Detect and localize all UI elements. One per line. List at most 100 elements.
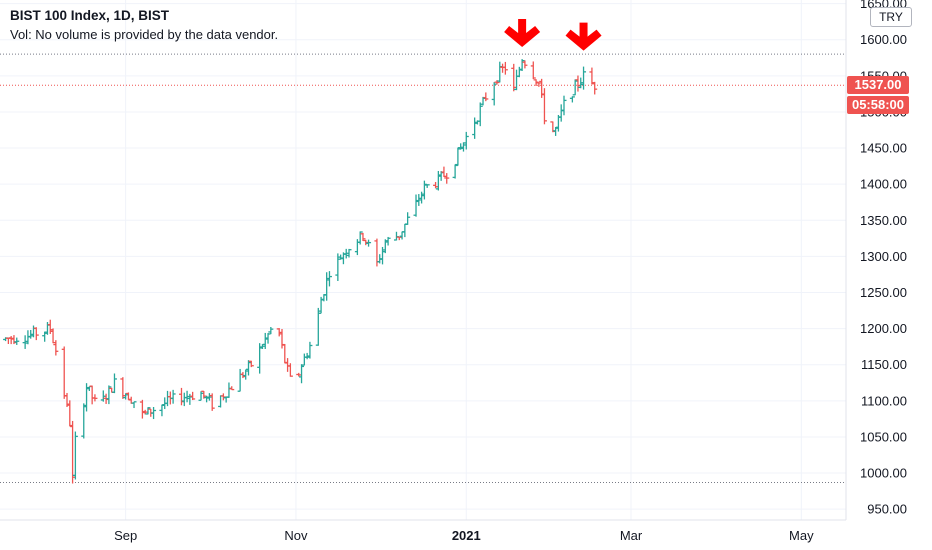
ohlc-bar	[64, 392, 70, 408]
ohlc-bar	[360, 232, 366, 241]
y-tick-label: 1100.00	[861, 393, 907, 408]
ohlc-bar	[399, 231, 405, 240]
ohlc-bar	[575, 75, 581, 92]
ohlc-bar	[494, 80, 500, 85]
ohlc-bar	[248, 360, 254, 368]
ohlc-bar	[299, 364, 305, 384]
ohlc-bar	[435, 170, 441, 191]
y-tick-label: 1050.00	[860, 429, 907, 444]
ohlc-bar	[533, 79, 539, 86]
ohlc-bar	[89, 385, 95, 405]
ohlc-bar	[70, 420, 76, 484]
y-tick-label: 1650.00	[860, 0, 907, 11]
ohlc-bar	[296, 372, 302, 377]
ohlc-bar	[424, 184, 430, 188]
ohlc-bar	[67, 400, 73, 427]
ohlc-bar	[578, 77, 584, 89]
ohlc-bar	[42, 331, 48, 342]
y-tick-label: 1000.00	[860, 466, 907, 481]
ohlc-bar	[402, 223, 408, 238]
y-tick-label: 1600.00	[860, 32, 907, 47]
ohlc-bar	[553, 126, 559, 136]
ohlc-bar	[307, 341, 313, 359]
ohlc-bar	[190, 391, 196, 401]
currency-label[interactable]: TRY	[870, 7, 912, 27]
ohlc-bar	[354, 239, 360, 256]
ohlc-bar	[11, 335, 17, 345]
ohlc-bar	[106, 385, 112, 405]
ohlc-bar	[131, 401, 137, 409]
ohlc-bar	[139, 399, 145, 419]
ohlc-bar	[346, 248, 352, 258]
x-tick-label: May	[789, 528, 814, 543]
ohlc-bar	[455, 147, 461, 167]
ohlc-bar	[589, 67, 595, 85]
ohlc-bar	[511, 63, 517, 92]
ohlc-bar	[103, 393, 109, 404]
y-tick-label: 1400.00	[860, 177, 907, 192]
ohlc-bar	[301, 353, 307, 366]
volume-note: Vol: No volume is provided by the data v…	[10, 27, 279, 42]
y-tick-label: 1150.00	[861, 357, 907, 372]
ohlc-bar	[519, 59, 525, 71]
ohlc-bar	[304, 352, 310, 360]
ohlc-bar	[452, 163, 458, 179]
y-tick-label: 1200.00	[860, 321, 907, 336]
ohlc-bar	[416, 194, 422, 206]
ohlc-bar	[385, 236, 391, 246]
ohlc-bar	[165, 390, 171, 407]
ohlc-bar	[14, 337, 20, 345]
ohlc-bar	[142, 409, 148, 415]
ohlc-bar	[243, 369, 249, 380]
ohlc-bar	[8, 336, 14, 345]
ohlc-bar	[363, 239, 369, 246]
ohlc-bar	[502, 61, 508, 75]
ohlc-bar	[433, 181, 439, 189]
ohlc-bar	[257, 343, 263, 374]
ohlc-bar	[276, 328, 282, 337]
ohlc-bar	[460, 142, 466, 152]
arrow-down-icon	[504, 19, 541, 48]
ohlc-bar	[237, 368, 243, 392]
ohlc-bar	[326, 271, 332, 287]
ohlc-bar	[81, 403, 87, 439]
ohlc-bar	[206, 393, 212, 401]
ohlc-bar	[22, 335, 28, 349]
ohlc-bar	[204, 395, 210, 403]
ohlc-bar	[47, 319, 53, 334]
ohlc-bar	[178, 387, 184, 406]
ohlc-bar	[472, 117, 478, 139]
ohlc-bar	[396, 236, 402, 241]
ohlc-bar	[259, 344, 265, 349]
x-tick-label: 2021	[452, 528, 481, 543]
ohlc-bar	[421, 180, 427, 200]
ohlc-bar	[53, 340, 59, 356]
arrow-down-icon	[565, 22, 602, 51]
time-axis[interactable]: Sep Nov 2021 Mar May	[0, 519, 932, 550]
ohlc-bar	[282, 343, 288, 364]
ohlc-bar	[539, 78, 545, 98]
ohlc-bar	[92, 394, 98, 402]
ohlc-bar	[458, 143, 464, 150]
arrow-annotations	[504, 19, 602, 51]
ohlc-bar	[483, 92, 489, 102]
ohlc-bar	[522, 60, 528, 69]
ohlc-bar	[335, 253, 341, 282]
ohlc-bar	[393, 231, 399, 241]
ohlc-bar	[265, 333, 271, 344]
ohlc-bar	[28, 329, 34, 339]
ohlc-bar	[220, 393, 226, 401]
x-tick-label: Sep	[114, 528, 137, 543]
ohlc-bar	[441, 166, 447, 177]
x-tick-label: Nov	[284, 528, 308, 543]
ohlc-bar	[245, 360, 251, 376]
ohlc-bar	[536, 82, 542, 87]
ohlc-bar	[380, 246, 386, 265]
ohlc-bar	[268, 326, 274, 335]
ohlc-bar	[419, 191, 425, 204]
ohlc-bar	[218, 395, 224, 408]
x-tick-label: Mar	[620, 528, 643, 543]
ohlc-bar	[480, 96, 486, 106]
ohlc-bar	[463, 131, 469, 150]
